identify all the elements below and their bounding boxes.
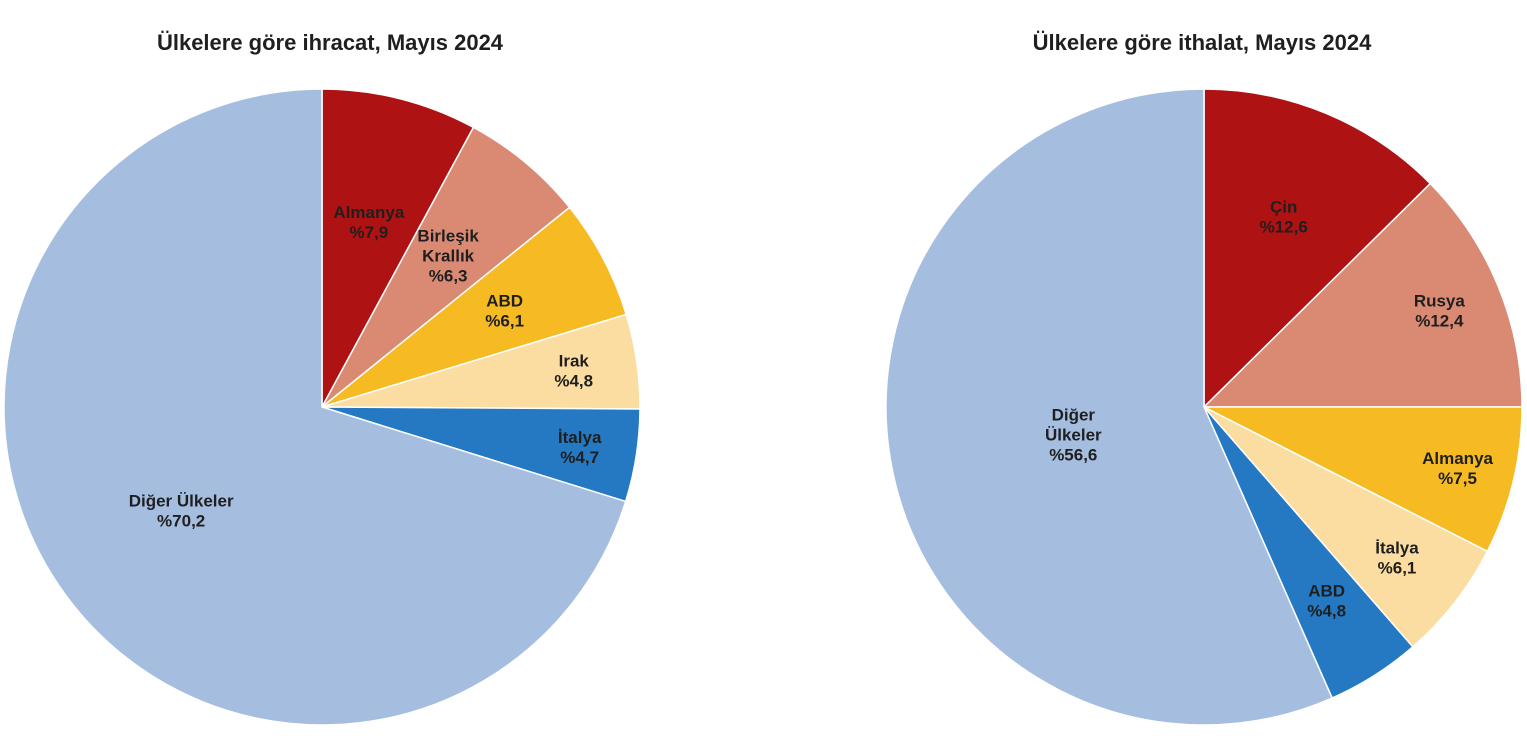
export-label-italya: İtalya %4,7 (558, 428, 602, 467)
export-name-birlesik-krallik: Krallık (422, 246, 475, 265)
export-name-italya: İtalya (558, 428, 602, 447)
export-value-irak: %4,8 (554, 371, 593, 390)
import-slice-almanya (1203, 406, 1523, 553)
import-slice-rusya (1202, 182, 1523, 408)
export-label-abd: ABD %6,1 (485, 291, 524, 330)
import-value-abd: %4,8 (1307, 601, 1346, 620)
export-name-abd: ABD (486, 291, 523, 310)
export-chart-title: Ülkelere göre ihracat, Mayıs 2024 (156, 30, 504, 55)
import-name-rusya: Rusya (1414, 291, 1466, 310)
import-label-italya: İtalya %6,1 (1375, 539, 1419, 578)
import-slice-diger-ulkeler (885, 88, 1334, 726)
import-value-almanya: %7,5 (1438, 469, 1477, 488)
import-label-diger-ulkeler: Diğer Ülkeler %56,6 (1045, 405, 1102, 464)
import-name-abd: ABD (1308, 581, 1345, 600)
export-slice-diger-ulkeler (3, 88, 627, 726)
import-value-diger-ulkeler: %56,6 (1049, 445, 1097, 464)
export-label-irak: Irak %4,8 (554, 351, 593, 390)
import-name-diger-ulkeler: Diğer (1052, 405, 1096, 424)
export-slice-abd (321, 206, 628, 408)
export-label-birlesik-krallik: Birleşik Krallık %6,3 (417, 226, 479, 285)
import-value-cin: %12,6 (1260, 217, 1308, 236)
import-pie-chart: Çin %12,6 Rusya %12,4 Almanya %7,5 İtalya %6,1 A… (885, 88, 1523, 726)
import-chart-title: Ülkelere göre ithalat, Mayıs 2024 (1032, 30, 1372, 55)
import-name-italya: İtalya (1375, 539, 1419, 558)
import-label-rusya: Rusya %12,4 (1414, 291, 1466, 330)
import-value-rusya: %12,4 (1415, 311, 1464, 330)
import-label-cin: Çin %12,6 (1260, 197, 1308, 236)
import-name-diger-ulkeler: Ülkeler (1045, 425, 1102, 444)
export-name-almanya: Almanya (333, 203, 404, 222)
export-value-abd: %6,1 (485, 311, 524, 330)
export-name-diger-ulkeler: Diğer Ülkeler (129, 492, 234, 511)
export-name-irak: Irak (559, 351, 590, 370)
import-slice-cin (1203, 88, 1432, 409)
export-name-birlesik-krallik: Birleşik (417, 226, 479, 245)
import-label-almanya: Almanya %7,5 (1422, 449, 1493, 488)
export-slice-birlesik-krallik (321, 126, 571, 408)
export-label-almanya: Almanya %7,9 (333, 203, 404, 242)
export-slice-almanya (321, 88, 475, 408)
export-label-diger-ulkeler: Diğer Ülkeler %70,2 (129, 492, 234, 531)
import-value-italya: %6,1 (1378, 559, 1417, 578)
export-value-almanya: %7,9 (349, 223, 388, 242)
import-slice-italya (1203, 406, 1489, 648)
export-value-italya: %4,7 (560, 448, 599, 467)
import-name-cin: Çin (1270, 197, 1297, 216)
export-value-diger-ulkeler: %70,2 (157, 512, 205, 531)
import-label-abd: ABD %4,8 (1307, 581, 1346, 620)
import-name-almanya: Almanya (1422, 449, 1493, 468)
export-value-birlesik-krallik: %6,3 (429, 266, 468, 285)
